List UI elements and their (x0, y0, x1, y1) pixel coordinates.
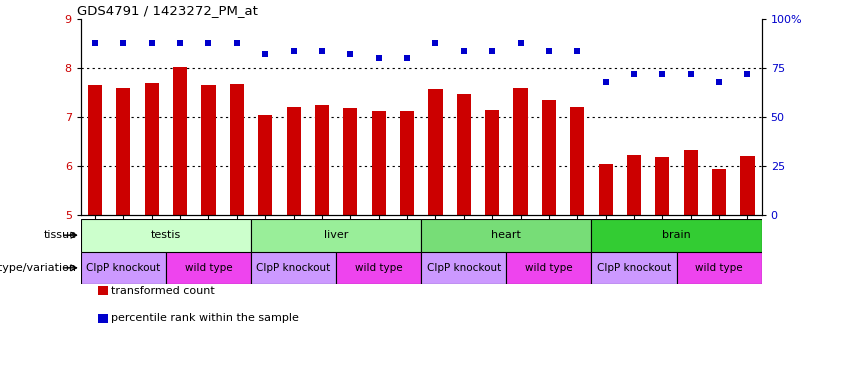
Bar (230, 84, 244, 215)
Bar (251, 219, 421, 252)
Text: ClpP knockout: ClpP knockout (86, 263, 161, 273)
Point (655, 71, 669, 77)
Bar (421, 252, 506, 284)
Bar (712, 169, 726, 215)
Bar (591, 219, 762, 252)
Point (344, 51, 357, 58)
Bar (570, 108, 585, 215)
Bar (81, 219, 251, 252)
Text: brain: brain (662, 230, 691, 240)
Text: heart: heart (491, 230, 522, 240)
Bar (400, 111, 414, 215)
Point (400, 55, 414, 61)
Bar (258, 115, 272, 215)
Bar (336, 252, 421, 284)
Bar (421, 219, 591, 252)
Text: ClpP knockout: ClpP knockout (597, 263, 671, 273)
Text: tissue: tissue (43, 230, 77, 240)
Text: liver: liver (324, 230, 348, 240)
Bar (457, 94, 471, 215)
Text: wild type: wild type (525, 263, 573, 273)
Point (429, 40, 443, 46)
Point (740, 71, 754, 77)
Point (457, 48, 471, 54)
Bar (202, 85, 215, 215)
Point (514, 40, 528, 46)
Point (315, 48, 328, 54)
Point (542, 48, 556, 54)
Bar (513, 88, 528, 215)
Bar (287, 108, 300, 215)
Bar (88, 85, 102, 215)
Bar (542, 100, 556, 215)
Text: wild type: wild type (185, 263, 232, 273)
Point (684, 71, 698, 77)
Text: ClpP knockout: ClpP knockout (256, 263, 331, 273)
Text: testis: testis (151, 230, 181, 240)
Point (570, 48, 584, 54)
Point (287, 48, 300, 54)
Bar (173, 67, 187, 215)
Text: percentile rank within the sample: percentile rank within the sample (111, 313, 299, 323)
Point (174, 40, 187, 46)
Bar (627, 155, 641, 215)
Text: transformed count: transformed count (111, 286, 214, 296)
Bar (683, 151, 698, 215)
Point (202, 40, 215, 46)
Bar (343, 108, 357, 215)
Bar (485, 110, 500, 215)
Point (485, 48, 499, 54)
Bar (315, 105, 329, 215)
Point (117, 40, 130, 46)
Point (259, 51, 272, 58)
Point (145, 40, 158, 46)
Bar (145, 83, 159, 215)
Bar (506, 252, 591, 284)
Point (599, 79, 613, 85)
Bar (591, 252, 677, 284)
Point (230, 40, 243, 46)
Text: ClpP knockout: ClpP knockout (426, 263, 501, 273)
Point (372, 55, 386, 61)
Bar (166, 252, 251, 284)
Text: wild type: wild type (355, 263, 403, 273)
Text: GDS4791 / 1423272_PM_at: GDS4791 / 1423272_PM_at (77, 3, 259, 17)
Bar (428, 89, 443, 215)
Point (712, 79, 726, 85)
Bar (117, 88, 130, 215)
Bar (598, 164, 613, 215)
Bar (372, 111, 386, 215)
Text: genotype/variation: genotype/variation (0, 263, 77, 273)
Text: wild type: wild type (695, 263, 743, 273)
Bar (677, 252, 762, 284)
Bar (81, 252, 166, 284)
Bar (251, 252, 336, 284)
Point (89, 40, 102, 46)
Bar (655, 157, 670, 215)
Bar (740, 156, 755, 215)
Point (627, 71, 641, 77)
